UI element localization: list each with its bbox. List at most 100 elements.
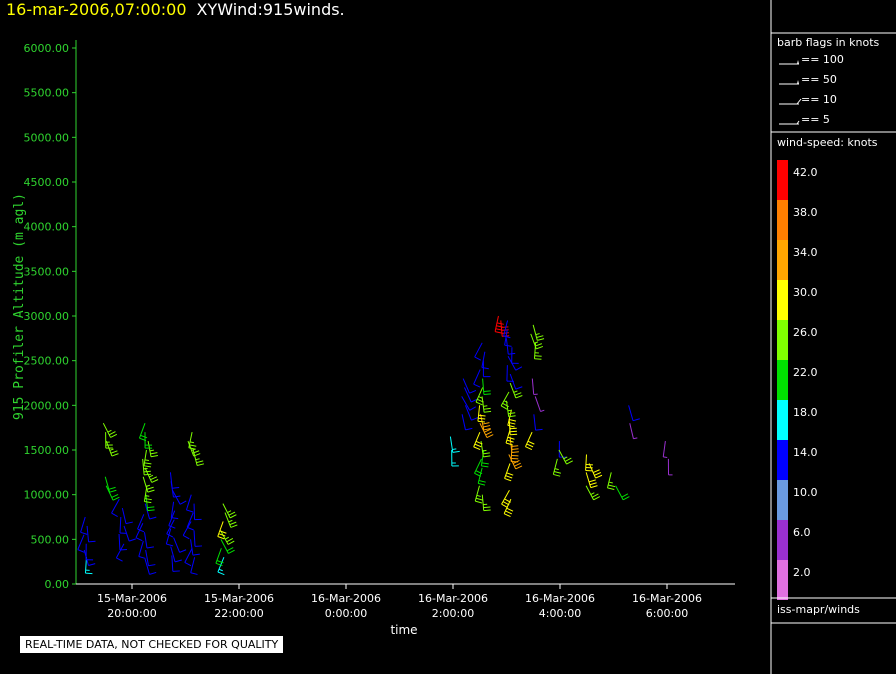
- barb-shaft: [104, 476, 111, 493]
- barb-feather: [514, 462, 521, 467]
- wind-barb: [220, 530, 235, 545]
- barb-shaft: [188, 432, 193, 448]
- barb-shaft: [169, 472, 173, 489]
- barb-feather: [514, 392, 522, 396]
- wind-barb: [170, 481, 181, 498]
- barb-legend-title: barb flags in knots: [777, 36, 880, 49]
- barb-feather: [502, 501, 510, 506]
- wind-barb: [534, 396, 545, 412]
- barb-feather: [590, 485, 598, 489]
- barb-feather: [607, 487, 615, 491]
- barb-shaft: [170, 501, 175, 518]
- wind-barb: [451, 449, 459, 467]
- barb-shaft: [224, 512, 232, 528]
- wind-barb: [461, 414, 473, 431]
- barb-shaft: [170, 546, 176, 563]
- barb-shaft: [182, 521, 192, 536]
- barb-shaft: [504, 463, 511, 479]
- wind-barb: [585, 472, 598, 489]
- wind-barb: [588, 463, 603, 479]
- wind-barb: [185, 494, 194, 513]
- y-tick-label: 2500.00: [24, 355, 70, 368]
- barb-feather: [506, 507, 514, 512]
- barb-half-feather: [507, 409, 512, 412]
- barb-feather: [135, 537, 143, 542]
- wind-barbs: [77, 315, 673, 576]
- wind-barb: [190, 557, 198, 575]
- barb-shaft: [585, 454, 587, 471]
- barb-half-feather: [476, 494, 481, 497]
- barb-shaft: [585, 485, 595, 501]
- barb-feather: [508, 421, 516, 425]
- barb-shaft: [193, 503, 196, 520]
- wind-barb: [118, 533, 127, 551]
- color-swatch-label: 6.0: [793, 526, 811, 539]
- color-swatch-label: 2.0: [793, 566, 811, 579]
- barb-half-feather: [590, 492, 595, 495]
- wind-barb: [533, 414, 543, 431]
- color-swatch: [777, 360, 788, 400]
- barb-shaft: [462, 378, 470, 394]
- barb-shaft: [190, 539, 194, 556]
- barb-feather: [483, 455, 491, 458]
- barb-shaft: [585, 472, 592, 488]
- wind-barb: [80, 516, 88, 535]
- barb-feather: [80, 531, 88, 535]
- barb-feather: [621, 493, 629, 498]
- wind-barb: [482, 378, 491, 395]
- barb-feather: [515, 366, 523, 371]
- chart-header: 16-mar-2006,07:00:00 XYWind:915winds.: [6, 0, 345, 24]
- barb-feather: [506, 439, 514, 443]
- barb-shaft: [105, 485, 114, 501]
- barb-shaft: [144, 558, 150, 575]
- color-swatch: [777, 400, 788, 440]
- barb-half-feather: [535, 333, 540, 336]
- barb-feather: [515, 395, 523, 399]
- barb-shaft: [222, 503, 231, 519]
- barb-feather: [495, 328, 503, 331]
- barb-half-feather: [225, 536, 229, 540]
- barb-feather: [511, 451, 519, 453]
- barb-feather: [478, 479, 486, 483]
- barb-half-feather: [145, 495, 150, 497]
- wind-barb: [629, 423, 638, 440]
- barb-feather: [483, 509, 491, 512]
- barb-feather: [146, 546, 154, 549]
- barb-half-feather: [534, 341, 539, 344]
- wind-barb: [170, 501, 179, 520]
- barb-feather: [553, 471, 562, 474]
- x-tick-label-date: 15-Mar-2006: [97, 592, 167, 605]
- barb-feather: [508, 352, 516, 355]
- wind-barb: [171, 555, 180, 572]
- wind-barb: [500, 391, 510, 410]
- barb-feather: [474, 356, 482, 361]
- wind-barb: [169, 472, 180, 489]
- wind-barb: [138, 423, 148, 442]
- wind-barb: [628, 405, 640, 422]
- barb-shaft: [135, 523, 144, 538]
- wind-barb: [474, 485, 483, 504]
- barb-feather: [143, 465, 152, 468]
- y-tick-label: 0.00: [45, 578, 70, 591]
- barb-shaft: [145, 549, 149, 566]
- barb-feather: [515, 386, 523, 390]
- barb-feather: [469, 389, 477, 394]
- barb-feather: [192, 553, 200, 556]
- barb-legend-flag: [797, 80, 799, 84]
- barb-legend-item: == 100: [779, 53, 844, 66]
- barb-legend-feather: [796, 98, 802, 105]
- x-tick-label-time: 6:00:00: [646, 607, 688, 620]
- barb-shaft: [628, 405, 634, 421]
- barb-feather: [526, 443, 534, 448]
- barb-half-feather: [195, 458, 200, 461]
- wind-barb: [143, 532, 154, 549]
- wind-barb: [508, 418, 518, 436]
- color-swatch-label: 18.0: [793, 406, 818, 419]
- wind-barb: [193, 530, 203, 547]
- barb-feather: [483, 425, 491, 428]
- color-swatch-label: 26.0: [793, 326, 818, 339]
- barb-feather: [482, 452, 490, 455]
- barb-half-feather: [482, 449, 487, 452]
- barb-shaft: [115, 543, 125, 559]
- barb-feather: [566, 460, 573, 465]
